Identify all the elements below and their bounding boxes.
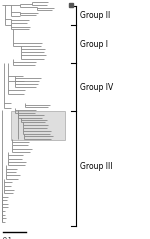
Text: Group II: Group II [80, 11, 111, 20]
Text: 0.1: 0.1 [3, 237, 13, 239]
Text: Group I: Group I [80, 40, 108, 49]
Text: Group III: Group III [80, 162, 113, 171]
FancyBboxPatch shape [11, 111, 64, 140]
Text: Group IV: Group IV [80, 83, 114, 92]
